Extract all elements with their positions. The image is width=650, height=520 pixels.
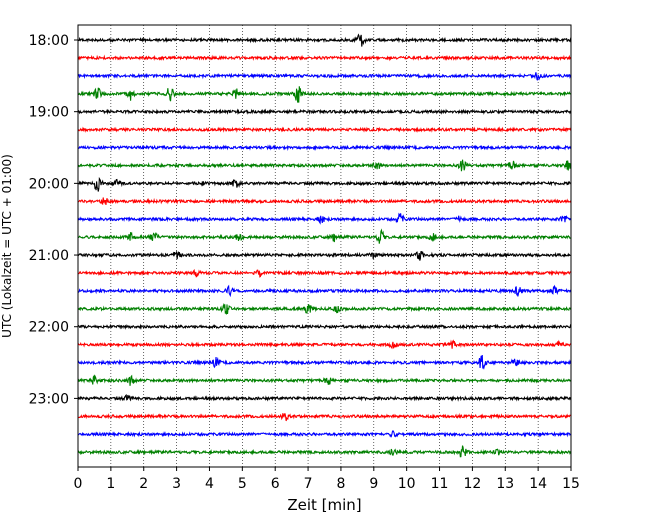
y-tick-label: 23:00: [29, 391, 69, 407]
x-tick-label: 0: [74, 476, 83, 492]
trace-1900: [77, 108, 572, 115]
trace-2115: [77, 268, 572, 278]
y-tick-label: 21:00: [29, 248, 69, 264]
x-axis: 0 1 2 3 4 5 6 7 8 9 10 11 12 13 14 15: [74, 467, 580, 492]
x-tick-label: 15: [562, 476, 580, 492]
trace-1915: [77, 126, 572, 133]
trace-2000: [77, 176, 572, 192]
grid-lines: [110, 25, 539, 467]
y-tick-label: 22:00: [29, 320, 69, 336]
y-axis-label: UTC (Lokalzeit = UTC + 01:00): [0, 154, 14, 338]
trace-2245: [77, 374, 572, 386]
x-tick-label: 5: [238, 476, 247, 492]
x-tick-label: 10: [398, 476, 416, 492]
x-tick-label: 7: [304, 476, 313, 492]
y-axis: 18:00 19:00 20:00 21:00 22:00 23:00: [29, 33, 78, 407]
x-tick-label: 4: [205, 476, 214, 492]
trace-1830: [77, 72, 572, 81]
x-tick-label: 2: [139, 476, 148, 492]
trace-2330: [77, 429, 572, 438]
trace-1800: [77, 33, 572, 47]
trace-2030: [77, 212, 572, 225]
x-tick-label: 9: [369, 476, 378, 492]
trace-2100: [77, 250, 572, 261]
trace-2345: [77, 445, 572, 458]
x-tick-label: 11: [431, 476, 449, 492]
trace-1845: [77, 86, 572, 103]
x-tick-label: 14: [529, 476, 547, 492]
trace-2130: [77, 284, 572, 298]
x-tick-label: 6: [271, 476, 280, 492]
x-tick-label: 3: [172, 476, 181, 492]
x-axis-label: Zeit [min]: [287, 496, 361, 514]
x-tick-label: 13: [496, 476, 514, 492]
trace-2145: [77, 302, 572, 315]
trace-group: [77, 33, 572, 458]
trace-2215: [77, 339, 572, 350]
x-tick-label: 8: [336, 476, 345, 492]
x-tick-label: 12: [463, 476, 481, 492]
plot-frame: [77, 24, 572, 468]
trace-2045: [77, 228, 572, 244]
y-tick-label: 18:00: [29, 33, 69, 49]
y-tick-label: 20:00: [29, 176, 69, 192]
trace-1945: [77, 159, 572, 172]
trace-2015: [77, 197, 572, 206]
trace-1930: [77, 144, 572, 151]
y-tick-label: 19:00: [29, 105, 69, 121]
trace-2315: [77, 412, 572, 422]
trace-2230: [77, 354, 572, 370]
trace-2200: [77, 323, 572, 330]
trace-1815: [77, 54, 572, 62]
x-tick-label: 1: [106, 476, 115, 492]
trace-2300: [77, 394, 572, 402]
